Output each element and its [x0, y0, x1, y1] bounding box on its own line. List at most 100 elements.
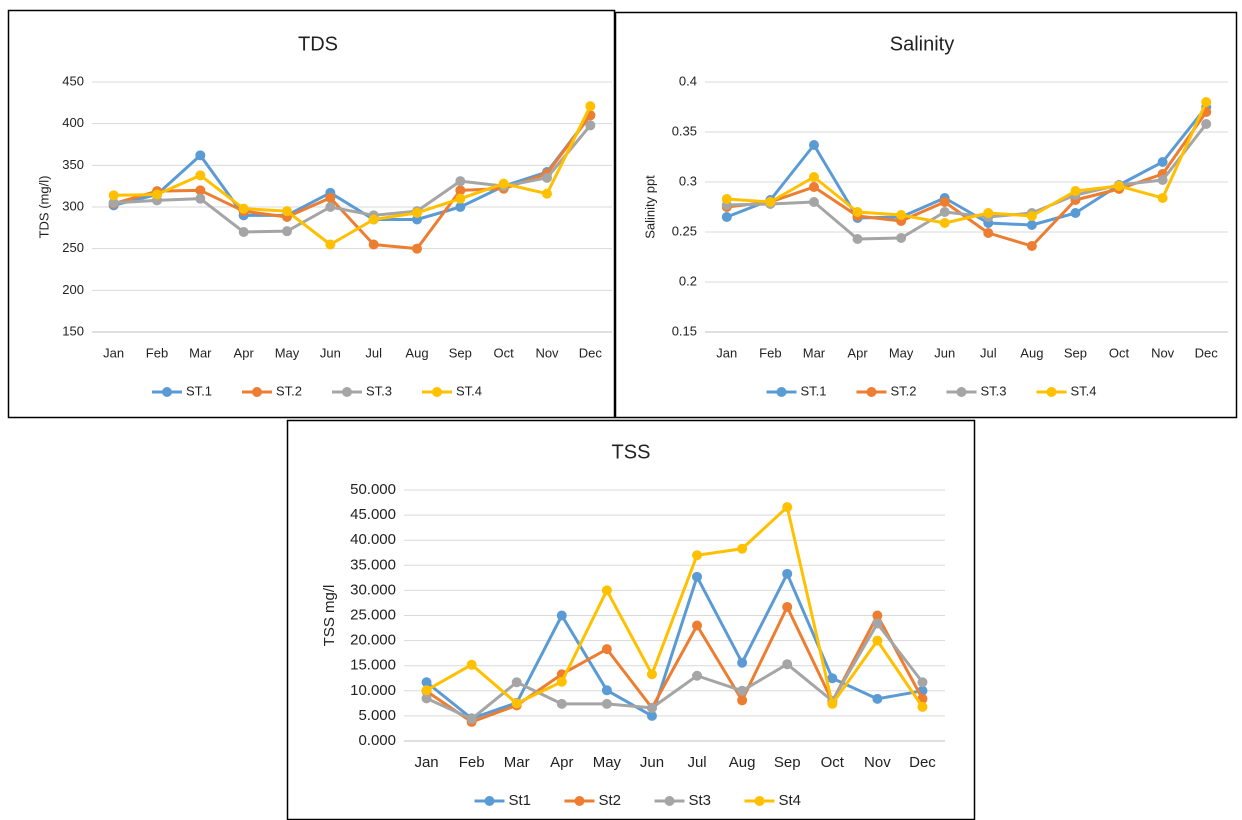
- data-point: [282, 206, 292, 217]
- data-point: [917, 677, 928, 688]
- y-tick-label: 0.25: [672, 223, 697, 238]
- y-tick-label: 450: [62, 73, 84, 88]
- data-point: [872, 610, 883, 621]
- x-tick-label: Nov: [535, 345, 559, 360]
- data-point: [455, 185, 466, 196]
- data-point: [556, 676, 567, 687]
- y-tick-label: 350: [62, 157, 84, 172]
- y-tick-label: 30.000: [350, 581, 396, 598]
- data-point: [896, 233, 907, 243]
- y-axis-label: Salinity ppt: [642, 175, 657, 239]
- y-axis-label: TDS (mg/l): [36, 176, 51, 239]
- data-point: [1070, 208, 1081, 218]
- data-point: [368, 239, 379, 250]
- x-tick-label: Jan: [103, 345, 124, 360]
- y-tick-label: 0.15: [672, 323, 697, 338]
- data-point: [498, 178, 509, 189]
- data-point: [195, 185, 206, 196]
- legend-marker: [664, 796, 675, 806]
- x-tick-label: Sep: [1064, 345, 1087, 360]
- legend-marker: [1046, 387, 1057, 397]
- data-point: [983, 228, 994, 238]
- legend-marker: [956, 387, 967, 397]
- x-tick-label: Mar: [504, 754, 530, 771]
- data-point: [421, 677, 432, 688]
- data-point: [737, 695, 748, 706]
- data-point: [765, 197, 776, 207]
- data-point: [852, 234, 863, 244]
- data-point: [282, 226, 292, 237]
- data-point: [939, 218, 950, 228]
- data-point: [1026, 220, 1037, 230]
- data-point: [238, 227, 249, 237]
- y-tick-label: 300: [62, 198, 84, 213]
- data-point: [896, 210, 907, 220]
- data-point: [511, 677, 522, 688]
- legend-label: ST.3: [366, 383, 392, 398]
- x-tick-label: Mar: [189, 345, 212, 360]
- x-tick-label: Oct: [1109, 345, 1130, 360]
- y-tick-label: 0.35: [672, 123, 697, 138]
- data-point: [585, 120, 596, 131]
- legend-label: ST.2: [891, 383, 917, 398]
- series-line: [425, 505, 924, 708]
- x-tick-label: Nov: [864, 754, 891, 771]
- data-point: [238, 203, 249, 214]
- y-tick-label: 200: [62, 282, 84, 297]
- data-point: [466, 713, 477, 724]
- data-point: [939, 207, 950, 217]
- data-point: [782, 601, 793, 612]
- legend-marker: [866, 387, 877, 397]
- panel-border: [614, 11, 1238, 419]
- data-point: [872, 618, 883, 629]
- data-point: [1201, 97, 1212, 107]
- x-tick-label: May: [593, 754, 622, 771]
- legend-label: ST.1: [186, 383, 212, 398]
- x-tick-label: Dec: [579, 345, 603, 360]
- data-point: [1201, 119, 1212, 129]
- data-point: [1157, 157, 1168, 167]
- data-point: [108, 190, 119, 201]
- data-point: [721, 212, 732, 222]
- legend-label: ST.4: [1071, 383, 1097, 398]
- data-point: [195, 170, 206, 181]
- data-point: [808, 172, 819, 182]
- legend-label: St4: [779, 792, 802, 809]
- data-point: [511, 698, 522, 709]
- x-tick-label: Aug: [405, 345, 428, 360]
- x-tick-label: Jun: [640, 754, 664, 771]
- data-point: [325, 239, 336, 250]
- x-tick-label: Nov: [1151, 345, 1175, 360]
- y-tick-label: 0.2: [679, 273, 697, 288]
- data-point: [601, 585, 612, 596]
- x-tick-label: Aug: [1020, 345, 1043, 360]
- x-tick-label: Jan: [716, 345, 737, 360]
- data-point: [455, 193, 466, 204]
- data-point: [1026, 241, 1037, 251]
- data-point: [585, 101, 596, 112]
- data-point: [152, 189, 162, 200]
- series-line: [113, 105, 592, 246]
- data-point: [1114, 181, 1125, 191]
- series-line: [726, 101, 1208, 225]
- data-point: [808, 197, 819, 207]
- y-tick-label: 20.000: [350, 632, 396, 649]
- y-tick-label: 25.000: [350, 606, 396, 623]
- x-tick-label: Feb: [759, 345, 781, 360]
- data-point: [325, 192, 336, 203]
- data-point: [692, 550, 703, 561]
- x-tick-label: Apr: [847, 345, 868, 360]
- panel-border: [7, 9, 616, 419]
- data-point: [721, 194, 732, 204]
- y-tick-label: 15.000: [350, 657, 396, 674]
- data-point: [412, 207, 422, 218]
- x-tick-label: Sep: [774, 754, 801, 771]
- data-point: [1026, 211, 1037, 221]
- data-point: [646, 669, 657, 680]
- series-line: [726, 106, 1208, 227]
- data-point: [455, 202, 466, 212]
- data-point: [872, 635, 883, 646]
- data-point: [737, 543, 748, 554]
- panel-border: [286, 419, 976, 820]
